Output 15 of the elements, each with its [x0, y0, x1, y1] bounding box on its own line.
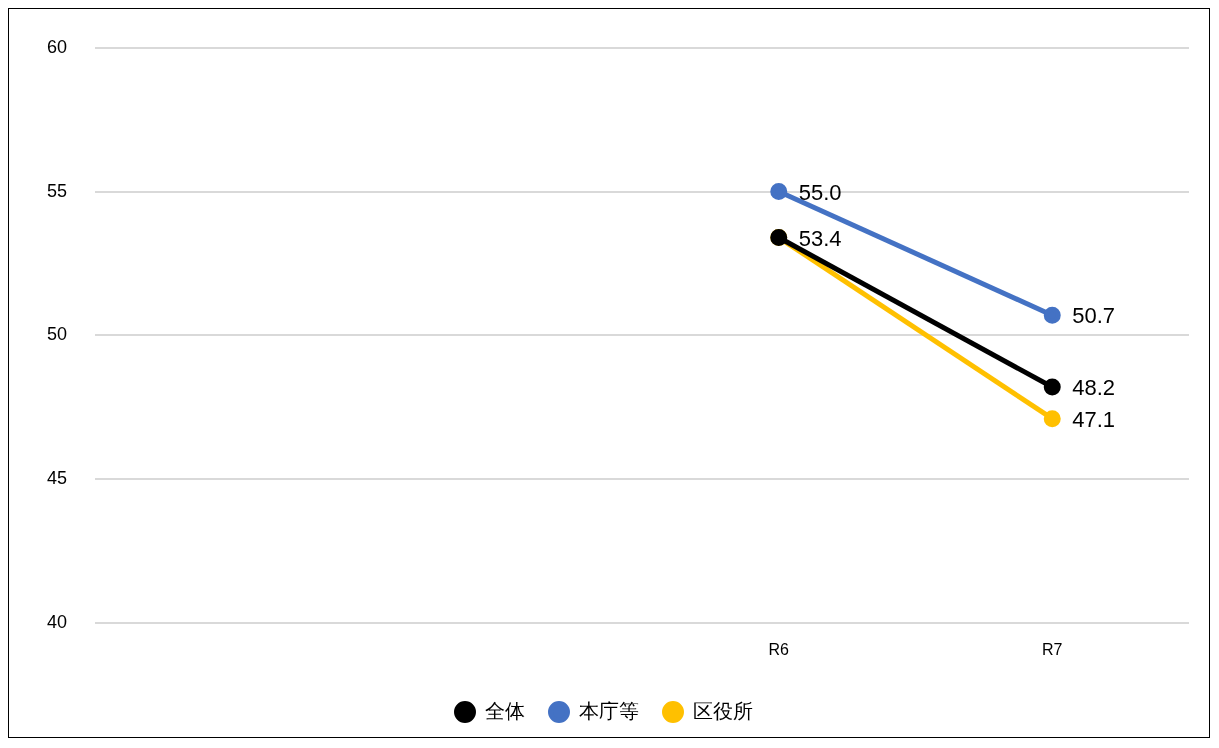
data-label: 53.4 [798, 225, 842, 251]
y-tick-label: 60 [46, 36, 68, 57]
y-tick-label: 45 [46, 468, 68, 489]
x-tick-label: R7 [1042, 640, 1063, 658]
y-tick-label: 40 [46, 611, 68, 632]
legend-label: 本庁等 [579, 699, 639, 722]
data-label: 48.2 [1072, 375, 1116, 401]
data-label: 47.1 [1072, 406, 1116, 432]
data-label: 50.7 [1072, 303, 1116, 329]
legend-label: 全体 [485, 699, 525, 722]
y-tick-label: 50 [46, 324, 68, 345]
x-tick-label: R6 [768, 640, 790, 658]
legend-label: 区役所 [693, 699, 753, 722]
data-label: 55.0 [798, 179, 842, 205]
y-tick-label: 55 [46, 180, 68, 201]
